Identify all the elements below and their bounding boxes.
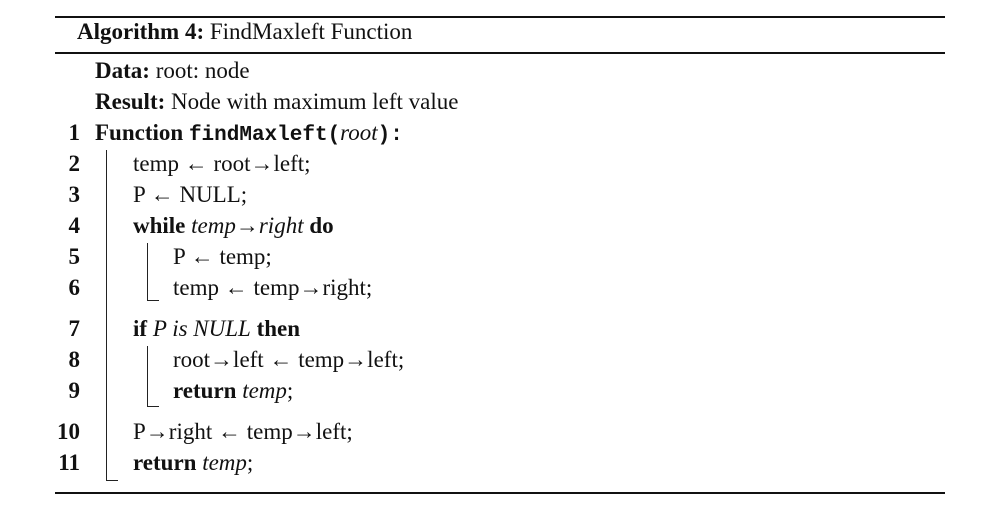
function-param: root	[340, 120, 378, 145]
line-number: 5	[68, 244, 81, 269]
line-number: 7	[68, 316, 81, 341]
function-declaration: Function findMaxleft(root):	[95, 120, 403, 147]
line-number: 6	[68, 275, 81, 300]
return-keyword: return	[133, 450, 197, 475]
function-name: findMaxleft	[188, 124, 328, 147]
result-line: Result: Node with maximum left value	[95, 89, 458, 115]
while-block-bar	[147, 243, 148, 300]
statement: P ← NULL;	[133, 182, 248, 207]
return-value: temp	[242, 378, 287, 403]
line-number: 9	[68, 378, 81, 403]
bottom-rule	[55, 492, 945, 494]
return-value: temp	[202, 450, 247, 475]
open-paren: (	[327, 124, 341, 147]
function-keyword: Function	[95, 120, 184, 145]
if-condition: P is NULL	[152, 316, 251, 341]
result-value: Node with maximum left value	[171, 89, 459, 114]
statement: P→right ← temp→left;	[133, 419, 353, 444]
if-keyword: if	[133, 316, 148, 341]
function-block-end	[106, 480, 118, 481]
function-block-bar	[106, 150, 107, 481]
data-line: Data: root: node	[95, 58, 250, 84]
line-number: 3	[68, 182, 81, 207]
while-block-end	[147, 300, 159, 301]
line-number: 10	[57, 419, 80, 444]
return-statement: return temp;	[173, 378, 293, 404]
data-value: root: node	[155, 58, 250, 83]
return-keyword: return	[173, 378, 237, 403]
statement: root→left ← temp→left;	[173, 347, 405, 372]
algorithm-caption: Algorithm 4: FindMaxleft Function	[77, 19, 412, 45]
result-label: Result:	[95, 89, 166, 114]
return-statement: return temp;	[133, 450, 253, 476]
caption-rule	[55, 52, 945, 54]
semicolon: ;	[246, 450, 254, 475]
do-keyword: do	[309, 213, 334, 238]
data-label: Data:	[95, 58, 150, 83]
while-statement: while temp→right do	[133, 213, 334, 239]
line-number: 4	[68, 213, 81, 238]
statement: temp ← temp→right;	[173, 275, 373, 300]
while-condition: temp→right	[191, 213, 304, 238]
algorithm-label: Algorithm 4:	[77, 19, 205, 44]
if-block-end	[147, 406, 159, 407]
line-number: 8	[68, 347, 81, 372]
close-paren: ):	[377, 124, 403, 147]
algorithm-title: FindMaxleft Function	[209, 19, 413, 44]
if-block-bar	[147, 346, 148, 406]
line-number: 2	[68, 151, 81, 176]
statement: temp ← root→left;	[133, 151, 311, 176]
semicolon: ;	[286, 378, 294, 403]
statement: P ← temp;	[173, 244, 272, 269]
while-keyword: while	[133, 213, 186, 238]
top-rule	[55, 16, 945, 18]
then-keyword: then	[256, 316, 301, 341]
if-statement: if P is NULL then	[133, 316, 300, 342]
line-number: 1	[68, 120, 81, 145]
line-number: 11	[58, 450, 80, 475]
